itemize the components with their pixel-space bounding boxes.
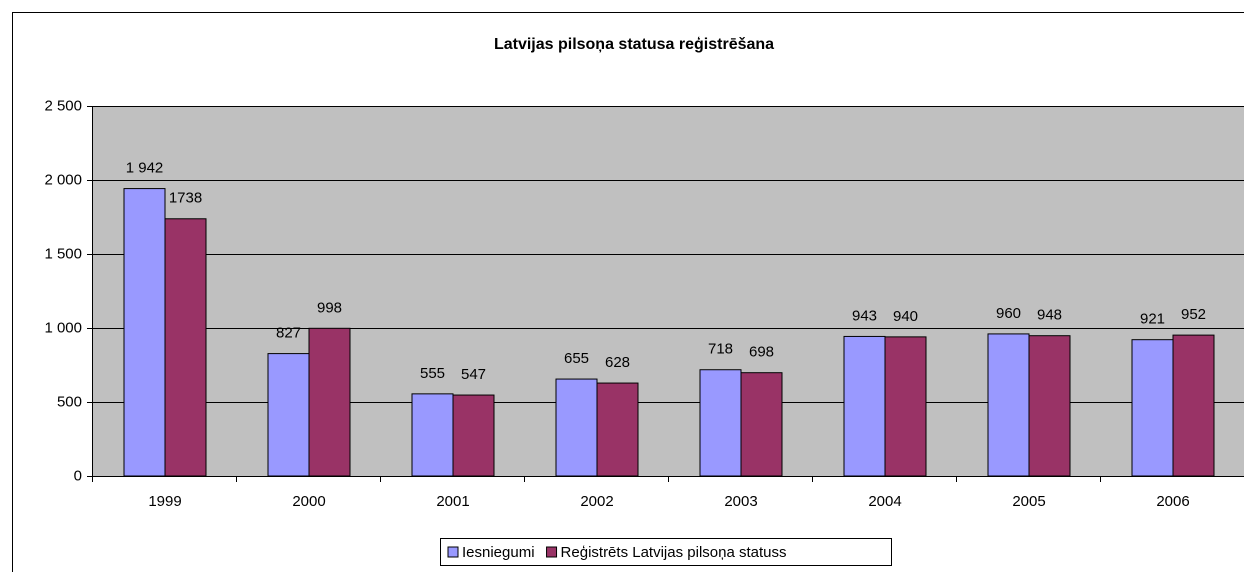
- bar: [596, 382, 639, 477]
- data-label: 555: [420, 365, 445, 382]
- bar: [1028, 335, 1071, 477]
- x-tick-label: 2002: [580, 493, 613, 510]
- x-tick-label: 2001: [436, 493, 469, 510]
- bar: [555, 378, 598, 477]
- legend-swatch: [546, 546, 558, 558]
- bar: [987, 333, 1030, 477]
- y-tick-label: 0: [74, 467, 82, 484]
- plot-area: [92, 106, 1244, 476]
- data-label: 921: [1140, 311, 1165, 328]
- data-label: 655: [564, 350, 589, 367]
- x-tick-label: 1999: [148, 493, 181, 510]
- data-label: 718: [708, 341, 733, 358]
- data-label: 827: [276, 325, 301, 342]
- legend-label: Iesniegumi: [462, 544, 535, 561]
- x-tick-label: 2000: [292, 493, 325, 510]
- x-tick-label: 2004: [868, 493, 901, 510]
- bar: [452, 394, 495, 477]
- bar: [411, 393, 454, 477]
- y-tick-label: 2 500: [44, 97, 82, 114]
- data-label: 952: [1181, 306, 1206, 323]
- chart-title: Latvijas pilsoņa statusa reģistrēšana: [494, 35, 774, 53]
- data-label: 698: [749, 344, 774, 361]
- bar: [740, 372, 783, 477]
- data-label: 940: [893, 308, 918, 325]
- bar: [884, 336, 927, 477]
- data-label: 628: [605, 354, 630, 371]
- bar: [1131, 339, 1174, 477]
- y-tick-label: 500: [57, 393, 82, 410]
- bar: [267, 353, 310, 477]
- y-tick-label: 2 000: [44, 171, 82, 188]
- legend-box: [440, 538, 892, 566]
- bar: [308, 327, 351, 477]
- data-label: 1 942: [126, 160, 164, 177]
- legend-swatch: [447, 546, 459, 558]
- bar: [164, 218, 207, 477]
- data-label: 547: [461, 366, 486, 383]
- data-label: 943: [852, 307, 877, 324]
- y-tick-label: 1 500: [44, 245, 82, 262]
- data-label: 998: [317, 299, 342, 316]
- y-tick-label: 1 000: [44, 319, 82, 336]
- bar: [1172, 334, 1215, 477]
- data-label: 948: [1037, 307, 1062, 324]
- legend-label: Reģistrēts Latvijas pilsoņa statuss: [561, 544, 787, 561]
- x-tick-label: 2005: [1012, 493, 1045, 510]
- data-label: 1738: [169, 190, 202, 207]
- bar: [699, 369, 742, 477]
- x-tick-label: 2006: [1156, 493, 1189, 510]
- bar: [123, 188, 166, 477]
- bar: [843, 335, 886, 477]
- data-label: 960: [996, 305, 1021, 322]
- x-tick-label: 2003: [724, 493, 757, 510]
